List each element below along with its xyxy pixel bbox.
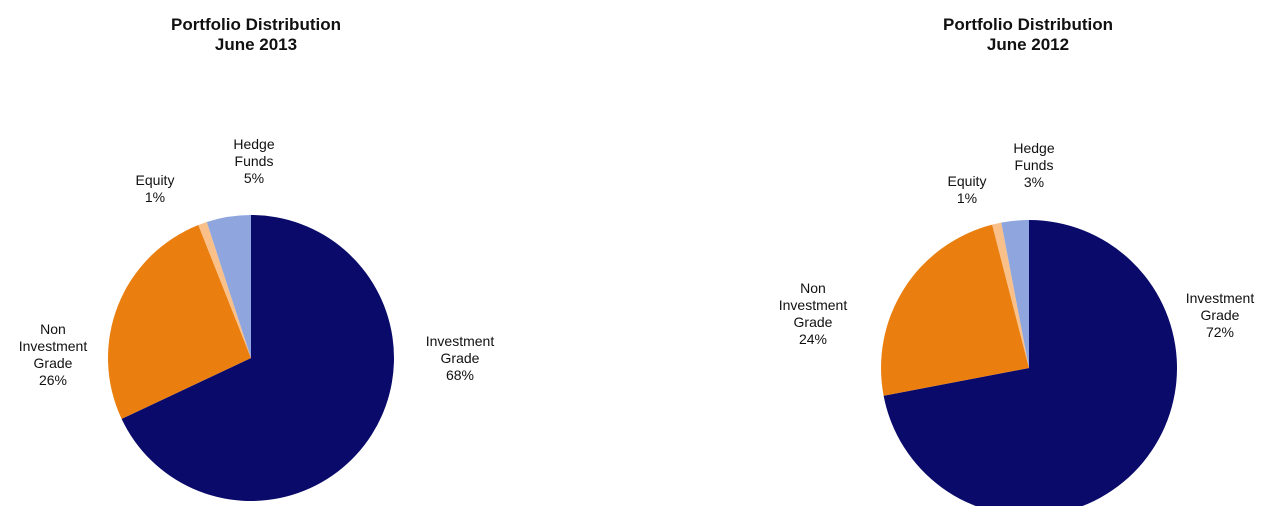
- slice-label-line: Non: [800, 280, 826, 296]
- slice-label-line: 1%: [145, 189, 165, 205]
- slice-label-line: Hedge: [1013, 140, 1054, 156]
- slice-label-line: 1%: [957, 190, 977, 206]
- chart-title-line-1: Portfolio Distribution: [171, 15, 341, 34]
- pie-slice: [1001, 220, 1029, 368]
- slice-label-line: 24%: [799, 331, 827, 347]
- slice-label: Non Investment Grade 24%: [779, 280, 848, 347]
- slice-label: Investment Grade 68%: [426, 333, 495, 383]
- pie-slice: [883, 220, 1177, 506]
- pie-chart-2013: Investment Grade 68%Non Investment Grade 26%E…: [19, 136, 495, 501]
- slice-label-line: Investment: [19, 338, 88, 354]
- slice-label: Equity 1%: [136, 172, 175, 205]
- slice-label-line: 3%: [1024, 174, 1044, 190]
- slice-label: Hedge Funds 5%: [233, 136, 274, 186]
- chart-title-line-1: Portfolio Distribution: [943, 15, 1113, 34]
- slice-label-line: Investment: [779, 297, 848, 313]
- chart-panel-2012: Portfolio Distribution June 2012 Investm…: [640, 0, 1267, 506]
- chart-title-line-2: June 2012: [986, 35, 1070, 54]
- slice-label-line: Investment: [1186, 290, 1255, 306]
- chart-title: Portfolio Distribution June 2013: [106, 15, 406, 55]
- chart-title: Portfolio Distribution June 2012: [878, 15, 1178, 55]
- pie-slice: [198, 222, 251, 358]
- slice-label-line: Equity: [948, 173, 987, 189]
- slice-label-line: Grade: [794, 314, 833, 330]
- slice-label-line: Investment: [426, 333, 495, 349]
- slice-label-line: Funds: [235, 153, 274, 169]
- slice-label: Investment Grade 72%: [1186, 290, 1255, 340]
- slice-label-line: Hedge: [233, 136, 274, 152]
- slice-label-line: 26%: [39, 372, 67, 388]
- pie-slice: [121, 215, 394, 501]
- slice-label-line: Grade: [441, 350, 480, 366]
- slice-label-line: Grade: [34, 355, 73, 371]
- slice-label: Hedge Funds 3%: [1013, 140, 1054, 190]
- pie-slice: [206, 215, 251, 358]
- pie-chart-2012: Investment Grade 72%Non Investment Grade 24%E…: [779, 140, 1255, 506]
- chart-panel-2013: Portfolio Distribution June 2013 Investm…: [19, 15, 495, 501]
- slice-label-line: Grade: [1201, 307, 1240, 323]
- slice-label-line: 5%: [244, 170, 264, 186]
- slice-label-line: Funds: [1015, 157, 1054, 173]
- pie-slice: [880, 224, 1029, 396]
- slice-label-line: Equity: [136, 172, 175, 188]
- slice-label: Equity 1%: [948, 173, 987, 206]
- slice-label-line: 72%: [1206, 324, 1234, 340]
- chart-title-line-2: June 2013: [214, 35, 298, 54]
- slice-label-line: 68%: [446, 367, 474, 383]
- pie-slice: [107, 225, 251, 419]
- slice-label: Non Investment Grade 26%: [19, 321, 88, 388]
- slice-label-line: Non: [40, 321, 66, 337]
- pie-slice: [992, 222, 1029, 368]
